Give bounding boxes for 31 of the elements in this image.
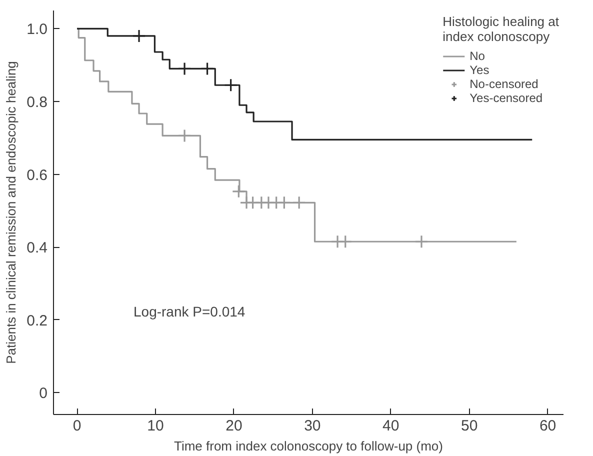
x-tick-label: 50 bbox=[461, 418, 478, 434]
x-tick-label: 0 bbox=[72, 418, 82, 434]
y-tick-label: 0 bbox=[39, 385, 48, 402]
x-axis-title: Time from index colonoscopy to follow-up (mo) bbox=[174, 438, 444, 454]
y-tick-label: 0.6 bbox=[26, 166, 48, 184]
legend-label: Yes-censored bbox=[470, 91, 543, 105]
point bbox=[178, 128, 192, 143]
y-axis-title: Patients in clinical remission and endoscopic healing bbox=[4, 61, 19, 364]
point bbox=[338, 234, 352, 248]
point bbox=[232, 184, 246, 198]
point bbox=[200, 62, 214, 76]
y-tick-label: 0.4 bbox=[26, 240, 48, 257]
legend-label: No bbox=[470, 49, 486, 63]
x-tick-label: 30 bbox=[304, 418, 321, 434]
point bbox=[178, 62, 192, 76]
x-tick-label: 20 bbox=[226, 418, 242, 434]
point bbox=[224, 78, 238, 92]
annotation: Log-rank P=0.014 bbox=[134, 304, 246, 320]
legend-label: No-censored bbox=[470, 77, 538, 91]
point bbox=[132, 29, 146, 43]
point bbox=[414, 234, 428, 248]
y-tick-label: 0.2 bbox=[26, 312, 48, 330]
x-tick-label: 60 bbox=[539, 418, 556, 434]
y-tick-label: 0.8 bbox=[26, 94, 48, 111]
x-tick-label: 40 bbox=[382, 418, 400, 434]
point bbox=[277, 196, 291, 210]
legend-label: Yes bbox=[470, 63, 490, 77]
point bbox=[292, 196, 306, 210]
legend-title: Histologic healing at index colonoscopy bbox=[442, 14, 559, 44]
x-tick-label: 10 bbox=[147, 418, 164, 434]
y-tick-label: 1.0 bbox=[26, 21, 48, 38]
